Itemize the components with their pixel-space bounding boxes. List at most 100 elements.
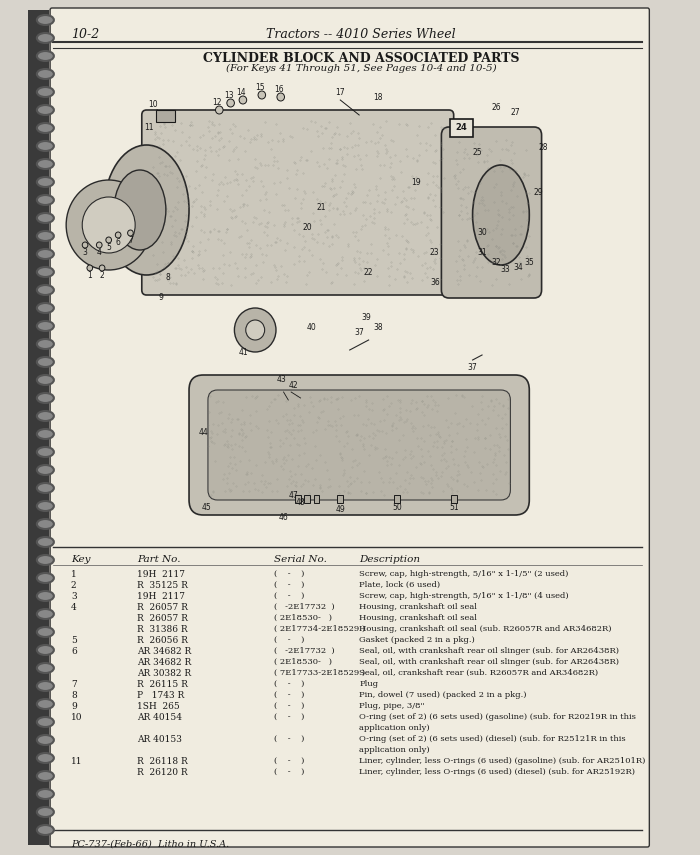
Text: (    -    ): ( - ) — [274, 581, 304, 589]
Text: Liner, cylinder, less O-rings (6 used) (gasoline) (sub. for AR25101R): Liner, cylinder, less O-rings (6 used) (… — [359, 757, 645, 765]
Text: 3: 3 — [71, 592, 76, 601]
Text: Housing, crankshaft oil seal: Housing, crankshaft oil seal — [359, 603, 477, 611]
Text: Screw, cap, high-strength, 5/16" x 1-1/5" (2 used): Screw, cap, high-strength, 5/16" x 1-1/5… — [359, 570, 568, 578]
Text: AR 34682 R: AR 34682 R — [137, 658, 191, 667]
Ellipse shape — [37, 447, 54, 457]
Ellipse shape — [37, 105, 54, 115]
Text: 46: 46 — [279, 513, 288, 522]
Ellipse shape — [37, 555, 54, 565]
Circle shape — [246, 320, 265, 340]
Ellipse shape — [37, 825, 54, 835]
Text: Gasket (packed 2 in a pkg.): Gasket (packed 2 in a pkg.) — [359, 636, 475, 644]
Text: (    -    ): ( - ) — [274, 570, 304, 578]
Text: Serial No.: Serial No. — [274, 555, 327, 564]
Text: application only): application only) — [359, 746, 430, 754]
Text: 8: 8 — [71, 691, 76, 700]
Text: 20: 20 — [302, 223, 312, 232]
Text: (    -    ): ( - ) — [274, 713, 304, 721]
Text: R  26057 R: R 26057 R — [137, 603, 188, 612]
Text: (    -    ): ( - ) — [274, 691, 304, 699]
Text: 25: 25 — [473, 148, 482, 157]
Ellipse shape — [37, 339, 54, 349]
Text: Plate, lock (6 used): Plate, lock (6 used) — [359, 581, 440, 589]
Ellipse shape — [37, 537, 54, 547]
Circle shape — [227, 99, 235, 107]
Text: (    -    ): ( - ) — [274, 757, 304, 765]
Text: R  26056 R: R 26056 R — [137, 636, 188, 645]
Circle shape — [258, 91, 265, 99]
Text: 13: 13 — [224, 91, 234, 100]
Text: (For Keys 41 Through 51, See Pages 10-4 and 10-5): (For Keys 41 Through 51, See Pages 10-4 … — [225, 63, 496, 73]
Text: 19H  2117: 19H 2117 — [137, 592, 185, 601]
Circle shape — [116, 232, 121, 238]
Text: 30: 30 — [477, 228, 487, 237]
Text: (    -    ): ( - ) — [274, 735, 304, 743]
Bar — [337, 495, 343, 503]
Text: 2: 2 — [71, 581, 76, 590]
Ellipse shape — [37, 771, 54, 781]
Text: 29: 29 — [534, 188, 544, 197]
Text: 21: 21 — [316, 203, 326, 212]
Ellipse shape — [104, 145, 189, 275]
Text: 28: 28 — [539, 143, 548, 152]
Text: 34: 34 — [513, 263, 523, 272]
Text: Tractors -- 4010 Series Wheel: Tractors -- 4010 Series Wheel — [266, 28, 456, 42]
Bar — [156, 110, 175, 122]
Circle shape — [87, 265, 92, 271]
Text: R  26115 R: R 26115 R — [137, 680, 188, 689]
Text: 37: 37 — [354, 328, 364, 337]
Text: 4: 4 — [71, 603, 76, 612]
Text: 31: 31 — [477, 248, 487, 257]
Text: 32: 32 — [491, 258, 501, 267]
Ellipse shape — [37, 411, 54, 421]
Text: 48: 48 — [296, 498, 305, 507]
Ellipse shape — [37, 249, 54, 259]
Ellipse shape — [37, 735, 54, 745]
Text: 41: 41 — [239, 348, 248, 357]
Ellipse shape — [37, 501, 54, 511]
Text: AR 40153: AR 40153 — [137, 735, 182, 744]
Ellipse shape — [37, 807, 54, 817]
Text: Liner, cylinder, less O-rings (6 used) (diesel) (sub. for AR25192R): Liner, cylinder, less O-rings (6 used) (… — [359, 768, 635, 776]
Text: P   1743 R: P 1743 R — [137, 691, 184, 700]
Ellipse shape — [37, 609, 54, 619]
Text: Plug: Plug — [359, 680, 378, 688]
Text: 35: 35 — [524, 258, 534, 267]
Text: 23: 23 — [430, 248, 440, 257]
Text: 5: 5 — [106, 243, 111, 252]
Ellipse shape — [37, 519, 54, 529]
Ellipse shape — [37, 753, 54, 763]
Text: (    -    ): ( - ) — [274, 768, 304, 776]
Ellipse shape — [37, 123, 54, 133]
Ellipse shape — [37, 213, 54, 223]
Text: 19H  2117: 19H 2117 — [137, 570, 185, 579]
Text: 50: 50 — [392, 503, 402, 512]
Text: PC-737-(Feb-66)  Litho in U.S.A.: PC-737-(Feb-66) Litho in U.S.A. — [71, 840, 229, 849]
Ellipse shape — [37, 159, 54, 169]
Ellipse shape — [37, 231, 54, 241]
Text: ( 2E18530-   ): ( 2E18530- ) — [274, 658, 332, 666]
Text: 33: 33 — [500, 265, 510, 274]
Bar — [304, 495, 310, 503]
FancyBboxPatch shape — [450, 119, 473, 137]
Text: 27: 27 — [510, 108, 520, 117]
Text: 10-2: 10-2 — [71, 28, 99, 42]
Ellipse shape — [37, 627, 54, 637]
Text: Pin, dowel (7 used) (packed 2 in a pkg.): Pin, dowel (7 used) (packed 2 in a pkg.) — [359, 691, 526, 699]
Text: (    -    ): ( - ) — [274, 592, 304, 600]
Ellipse shape — [473, 165, 529, 265]
Text: Seal, oil, crankshaft rear (sub. R26057R and AR34682R): Seal, oil, crankshaft rear (sub. R26057R… — [359, 669, 598, 677]
Text: R  26118 R: R 26118 R — [137, 757, 188, 766]
Text: R  31386 R: R 31386 R — [137, 625, 188, 634]
Ellipse shape — [37, 645, 54, 655]
Ellipse shape — [37, 51, 54, 61]
Circle shape — [66, 180, 151, 270]
Text: application only): application only) — [359, 724, 430, 732]
Text: Part No.: Part No. — [137, 555, 181, 564]
Text: 1: 1 — [88, 271, 92, 280]
Text: 12: 12 — [213, 98, 222, 107]
Circle shape — [106, 237, 111, 243]
Text: 10: 10 — [71, 713, 83, 722]
Text: Plug, pipe, 3/8": Plug, pipe, 3/8" — [359, 702, 425, 710]
Ellipse shape — [37, 321, 54, 331]
